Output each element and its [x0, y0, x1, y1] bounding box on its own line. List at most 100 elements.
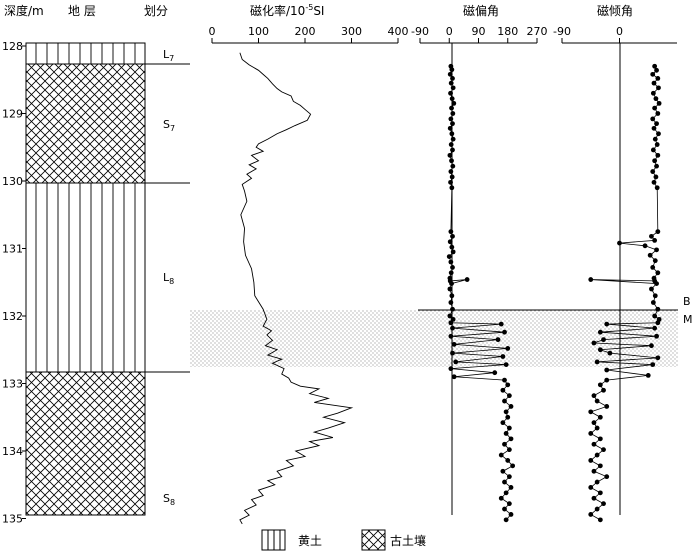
inclination-point [656, 131, 661, 137]
x-tick-label: 90 [472, 25, 486, 38]
inclination-point [655, 320, 661, 326]
unit-l8-sub: 8 [169, 277, 174, 286]
depth-tick-label: 134 [2, 445, 23, 458]
declination-point [448, 300, 454, 305]
unit-s8-sub: 8 [170, 498, 175, 507]
inclination-point [594, 398, 600, 404]
declination-point [451, 374, 457, 380]
inclination-point [594, 359, 600, 365]
declination-point [503, 409, 509, 415]
declination-point [451, 100, 457, 106]
declination-point [450, 76, 455, 81]
declination-point [449, 96, 455, 102]
susceptibility-header-main: 磁化率/10 [250, 3, 305, 18]
legend-loess-label: 黄土 [298, 534, 322, 548]
inclination-point [597, 517, 603, 523]
inclination-point [588, 512, 594, 517]
inclination-point [653, 174, 659, 180]
inclination-point [591, 468, 597, 474]
declination-point [505, 414, 511, 420]
inclination-point [642, 243, 648, 249]
declination-point [503, 517, 509, 523]
declination-point [447, 125, 453, 131]
declination-point [503, 431, 509, 436]
declination-point [448, 259, 454, 265]
declination-point [449, 158, 454, 164]
declination-point [502, 377, 507, 383]
unit-label-s7: S7 [163, 118, 175, 133]
declination-point [450, 350, 455, 356]
inclination-point [650, 169, 656, 174]
unit-s7-sub: 7 [170, 124, 175, 133]
paleosol-layer-s8 [25, 371, 146, 516]
declination-point [450, 163, 456, 169]
declination-point [447, 286, 453, 292]
inclination-point [604, 404, 610, 409]
depth-tick-label: 130 [2, 175, 23, 188]
depth-tick-label: 128 [2, 40, 23, 53]
declination-x-ticks: -90 0 90 180 270 [411, 25, 548, 43]
inclination-point [597, 463, 603, 469]
declination-point [450, 325, 455, 331]
division-header: 划分 [144, 4, 168, 18]
declination-point [450, 316, 456, 322]
inclination-point [654, 247, 659, 253]
inclination-point [650, 300, 656, 305]
susceptibility-header-exp: -5 [305, 3, 313, 12]
inclination-point [594, 479, 600, 485]
x-tick-label: -90 [553, 25, 571, 38]
inclination-point [652, 63, 658, 69]
declination-point [448, 90, 453, 96]
inclination-point [604, 367, 610, 373]
legend-paleosol-label: 古土壤 [390, 533, 426, 548]
declination-point [498, 321, 504, 327]
inclination-point [597, 347, 603, 353]
susceptibility-header-unit: SI [313, 4, 324, 18]
declination-point [502, 329, 507, 335]
inclination-point [591, 340, 597, 346]
inclination-point [597, 382, 603, 388]
declination-point [510, 463, 516, 469]
x-tick-label: 180 [497, 25, 518, 38]
inclination-point [652, 158, 658, 164]
inclination-point [601, 337, 606, 343]
declination-point [498, 495, 504, 501]
susceptibility-x-ticks: 0 100 200 300 400 [209, 25, 409, 43]
declination-point [448, 179, 453, 185]
boundary-label-b: B [683, 295, 691, 308]
inclination-point [654, 163, 659, 169]
strata-column [25, 42, 146, 516]
declination-point [498, 452, 504, 458]
inclination-point [645, 373, 651, 378]
inclination-point [656, 85, 661, 91]
declination-point [500, 420, 506, 426]
depth-axis-ticks: 128 129 130 131 132 133 134 135 [2, 40, 26, 526]
declination-point [508, 436, 514, 442]
inclination-point [594, 452, 600, 458]
declination-point [453, 359, 459, 365]
x-tick-label: 400 [388, 25, 409, 38]
paleosol-layer-s7 [25, 63, 146, 184]
declination-point [450, 121, 455, 127]
inclination-point [652, 293, 658, 299]
inclination-point [647, 252, 653, 258]
inclination-point [655, 111, 661, 116]
declination-point [447, 71, 453, 77]
x-tick-label: 0 [209, 25, 216, 38]
inclination-header: 磁倾角 [597, 3, 633, 18]
declination-point [447, 152, 453, 158]
declination-point [448, 169, 454, 174]
inclination-point [650, 362, 656, 367]
declination-point [451, 341, 457, 347]
declination-point [448, 366, 454, 372]
inclination-points [588, 63, 662, 523]
declination-point [500, 354, 506, 359]
inclination-point [653, 96, 659, 102]
inclination-point [591, 393, 597, 399]
inclination-point [588, 458, 594, 463]
declination-point [502, 479, 507, 485]
inclination-point [604, 474, 610, 480]
declination-point [449, 67, 455, 73]
inclination-point [597, 414, 603, 420]
x-tick-label: 200 [295, 25, 316, 38]
